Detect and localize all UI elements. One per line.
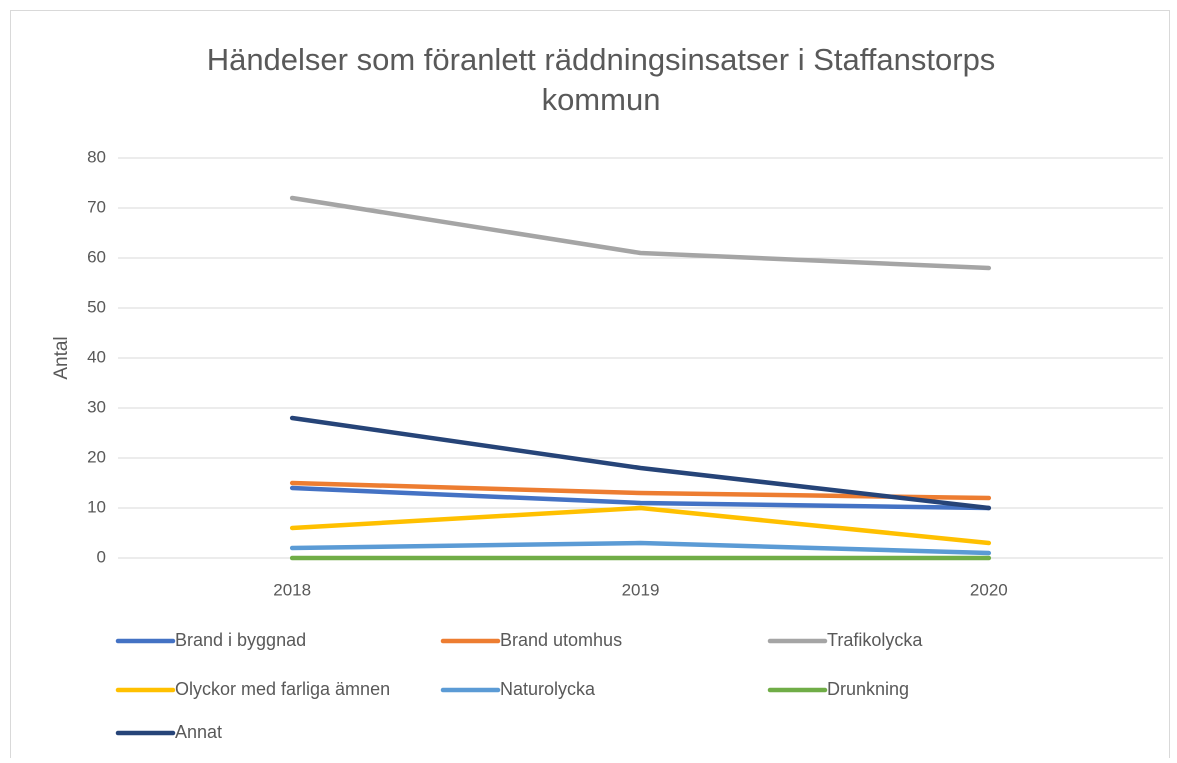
x-tick-label: 2019	[622, 580, 660, 599]
x-tick-label: 2020	[970, 580, 1008, 599]
series-line	[289, 540, 992, 556]
y-tick-label: 40	[87, 347, 106, 366]
legend-label: Brand i byggnad	[175, 630, 306, 650]
y-tick-label: 10	[87, 497, 106, 516]
x-tick-label: 2018	[273, 580, 311, 599]
y-tick-label: 0	[97, 547, 106, 566]
chart-title: Händelser som föranlett räddningsinsatse…	[206, 42, 996, 117]
series-line	[289, 485, 992, 511]
series-line	[289, 505, 992, 546]
series-line	[289, 415, 992, 511]
legend-label: Annat	[175, 722, 222, 742]
legend-label: Brand utomhus	[500, 630, 622, 650]
legend-label: Trafikolycka	[827, 630, 923, 650]
chart-border	[10, 10, 1170, 763]
y-tick-label: 30	[87, 397, 106, 416]
y-tick-label: 80	[87, 147, 106, 166]
y-axis-label: Antal	[51, 336, 72, 379]
legend-label: Drunkning	[827, 679, 909, 699]
y-tick-label: 20	[87, 447, 106, 466]
series-line	[289, 195, 992, 271]
legend-label: Olyckor med farliga ämnen	[175, 679, 390, 699]
y-tick-label: 50	[87, 297, 106, 316]
y-tick-label: 70	[87, 197, 106, 216]
legend-label: Naturolycka	[500, 679, 596, 699]
y-tick-label: 60	[87, 247, 106, 266]
